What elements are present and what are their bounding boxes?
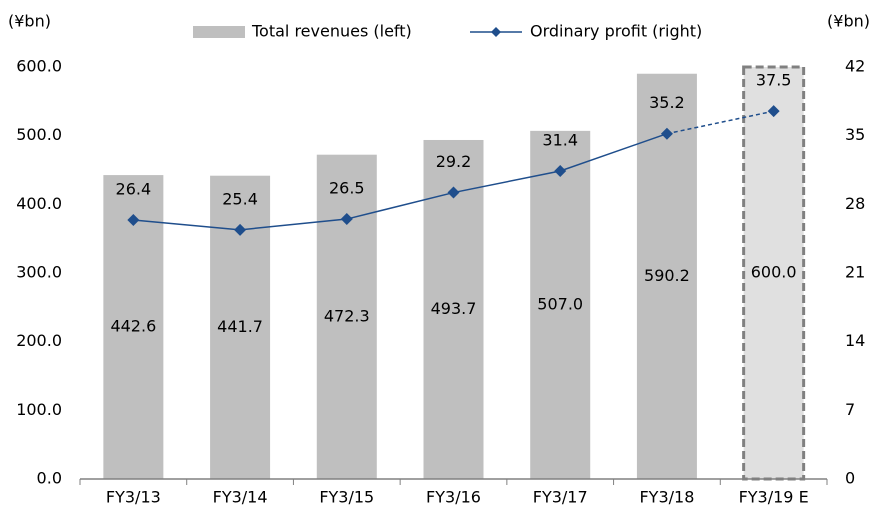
x-tick-label: FY3/15 <box>319 488 374 507</box>
line-marker <box>127 214 140 227</box>
y2-tick-label: 42 <box>845 57 865 76</box>
y-tick-label: 500.0 <box>16 125 62 144</box>
line-marker <box>767 105 780 118</box>
legend-label: Ordinary profit (right) <box>530 22 702 41</box>
bar <box>742 65 806 481</box>
y2-tick-label: 7 <box>845 400 855 419</box>
y-tick-label: 100.0 <box>16 400 62 419</box>
line-marker <box>340 213 353 226</box>
x-tick-label: FY3/17 <box>533 488 588 507</box>
line-marker <box>447 186 460 199</box>
y-tick-label: 600.0 <box>16 57 62 76</box>
legend-label: Total revenues (left) <box>251 22 412 41</box>
bar <box>530 130 591 480</box>
bar-value-label: 472.3 <box>324 306 370 325</box>
line-value-label: 37.5 <box>756 71 792 90</box>
bar-value-label: 507.0 <box>537 294 583 313</box>
line-marker <box>234 223 247 236</box>
y2-tick-label: 35 <box>845 125 865 144</box>
y2-unit: (¥bn) <box>827 12 870 31</box>
bar <box>316 154 377 480</box>
bar-value-label: 442.6 <box>110 317 156 336</box>
y-tick-label: 0.0 <box>37 469 62 488</box>
line <box>133 132 668 231</box>
line-value-label: 26.4 <box>116 180 152 199</box>
legend-swatch <box>193 26 245 38</box>
line-marker <box>660 127 673 140</box>
x-tick-label: FY3/14 <box>213 488 268 507</box>
line-value-label: 35.2 <box>649 93 685 112</box>
bar-value-label: 600.0 <box>751 263 797 282</box>
bar-value-label: 590.2 <box>644 266 690 285</box>
y2-tick-label: 21 <box>845 263 865 282</box>
y2-tick-label: 28 <box>845 194 865 213</box>
y2-tick-label: 0 <box>845 469 855 488</box>
x-tick-label: FY3/18 <box>639 488 694 507</box>
y-tick-label: 300.0 <box>16 263 62 282</box>
line-value-label: 29.2 <box>436 152 472 171</box>
x-tick-label: FY3/19 E <box>739 488 809 507</box>
x-tick-label: FY3/16 <box>426 488 481 507</box>
y-tick-label: 400.0 <box>16 194 62 213</box>
y-tick-label: 200.0 <box>16 331 62 350</box>
line-value-label: 25.4 <box>222 189 258 208</box>
line-value-label: 26.5 <box>329 179 365 198</box>
bar-value-label: 441.7 <box>217 317 263 336</box>
x-tick-label: FY3/13 <box>106 488 161 507</box>
legend-marker <box>491 27 501 37</box>
line-marker <box>554 164 567 177</box>
y-unit: (¥bn) <box>8 12 51 31</box>
bar-value-label: 493.7 <box>431 299 477 318</box>
line-value-label: 31.4 <box>542 130 578 149</box>
y2-tick-label: 14 <box>845 331 865 350</box>
